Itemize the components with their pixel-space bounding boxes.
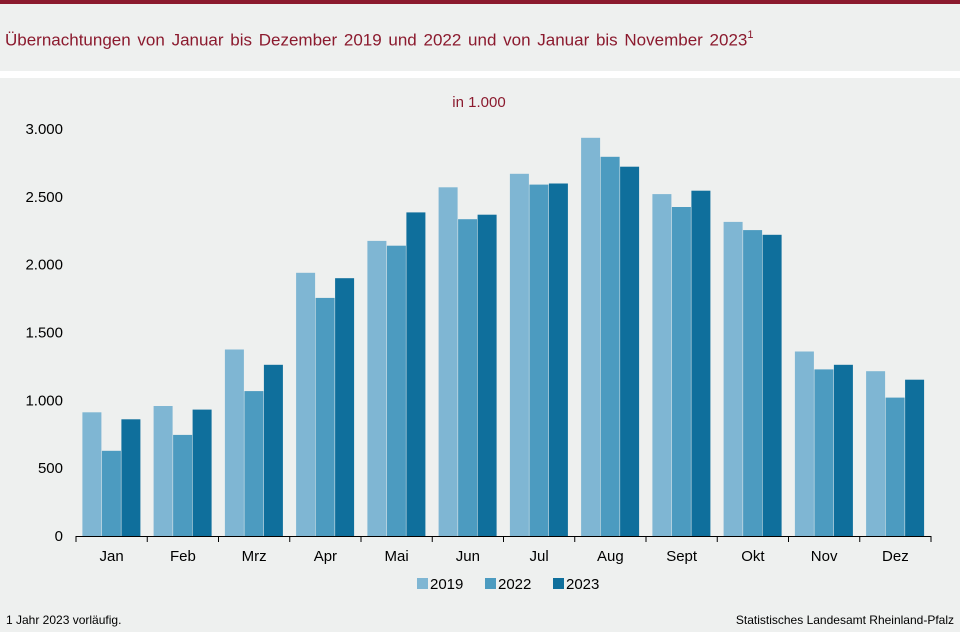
legend-label-2019: 2019 (430, 576, 463, 593)
chart-title: Übernachtungen von Januar bis Dezember 2… (5, 29, 754, 51)
unit-label: in 1.000 (452, 94, 505, 111)
bar-2022 (244, 391, 264, 536)
legend-label-2022: 2022 (498, 576, 531, 593)
x-tick-label: Mrz (242, 548, 267, 565)
x-tick-label: Aug (597, 548, 624, 565)
bar-2023 (477, 214, 497, 536)
bar-2022 (885, 397, 905, 536)
chart-title-text: Übernachtungen von Januar bis Dezember 2… (5, 30, 748, 50)
bar-2019 (82, 412, 102, 536)
bar-2022 (600, 156, 620, 537)
bar-2023 (263, 364, 283, 536)
bar-2023 (192, 409, 212, 536)
bar-2023 (905, 379, 925, 536)
legend-swatch-2019 (417, 578, 428, 589)
legend-swatch-2023 (553, 578, 564, 589)
bar-2023 (335, 278, 355, 536)
y-tick-label: 2.500 (25, 189, 63, 206)
x-tick-label: Jun (456, 548, 480, 565)
y-tick-label: 0 (55, 528, 63, 545)
legend-swatch-2022 (485, 578, 496, 589)
bar-2019 (723, 221, 743, 536)
bar-2023 (691, 190, 711, 536)
x-tick-label: Nov (811, 548, 838, 565)
x-tick-label: Okt (741, 548, 765, 565)
bar-2019 (224, 349, 244, 536)
x-tick-label: Mai (385, 548, 409, 565)
y-tick-label: 1.500 (25, 325, 63, 342)
bar-2022 (458, 219, 478, 536)
bar-2019 (296, 272, 316, 536)
x-tick-label: Apr (314, 548, 337, 565)
footnote: 1 Jahr 2023 vorläufig. (6, 613, 122, 627)
bar-2019 (509, 173, 529, 537)
legend-label-2023: 2023 (566, 576, 599, 593)
y-tick-label: 500 (38, 460, 63, 477)
y-tick-label: 2.000 (25, 257, 63, 274)
bar-2019 (794, 351, 814, 536)
bar-2022 (315, 297, 335, 536)
bar-2023 (833, 364, 853, 536)
bar-2019 (153, 406, 173, 536)
y-tick-label: 1.000 (25, 392, 63, 409)
bar-2022 (173, 434, 193, 536)
x-tick-label: Jan (100, 548, 124, 565)
y-tick-label: 3.000 (25, 121, 63, 138)
x-tick-label: Dez (882, 548, 909, 565)
bar-2023 (762, 234, 782, 537)
bar-2022 (671, 207, 691, 536)
bar-2019 (367, 240, 387, 536)
bar-2022 (743, 230, 763, 536)
bar-2022 (529, 184, 549, 536)
bar-2023 (620, 166, 640, 536)
bar-2023 (548, 183, 568, 536)
bar-2022 (814, 369, 834, 536)
brand-top-bar (0, 0, 960, 4)
x-tick-label: Sept (666, 548, 698, 565)
x-tick-label: Feb (170, 548, 196, 565)
x-tick-label: Jul (530, 548, 549, 565)
bar-2019 (652, 194, 672, 536)
title-panel: Übernachtungen von Januar bis Dezember 2… (0, 4, 960, 71)
bar-2019 (581, 137, 601, 537)
bar-2023 (121, 419, 141, 536)
source-note: Statistisches Landesamt Rheinland-Pfalz (735, 613, 954, 627)
title-footnote-marker: 1 (747, 29, 754, 41)
bar-2023 (406, 212, 426, 536)
bar-2022 (386, 245, 406, 536)
bar-2019 (438, 187, 458, 537)
bar-2019 (866, 371, 886, 536)
bar-2022 (101, 450, 121, 536)
